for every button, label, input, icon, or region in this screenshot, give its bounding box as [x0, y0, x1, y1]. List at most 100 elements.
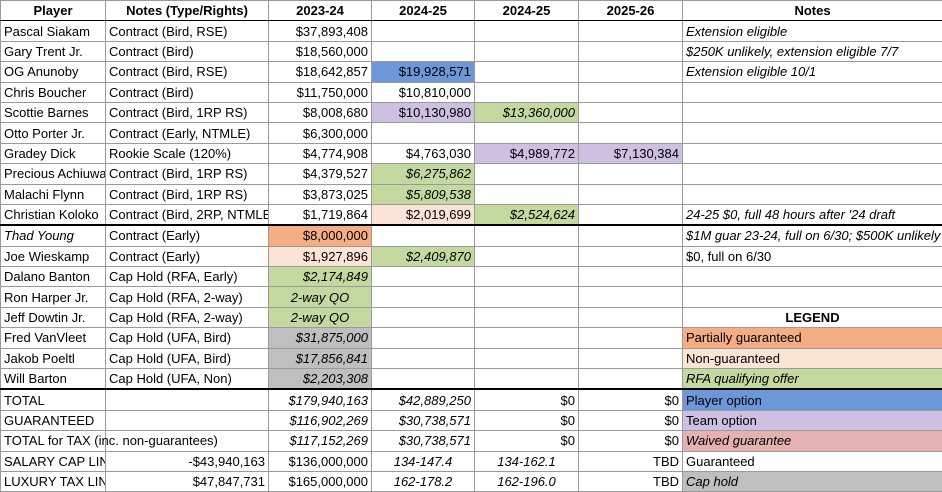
table-cell: $0, full on 6/30 — [682, 245, 942, 268]
table-row: LUXURY TAX LINE $47,847,731 $165,000,000 16… — [0, 470, 942, 492]
table-row: Gradey Dick Rookie Scale (120%) $4,774,908… — [0, 142, 942, 165]
table-cell — [578, 245, 683, 268]
table-cell — [682, 183, 942, 205]
header-cell: Notes (Type/Rights) — [105, 0, 269, 22]
table-cell: Cap Hold (RFA, Early) — [105, 266, 269, 288]
table-cell: $8,000,000 — [268, 224, 372, 247]
header-cell: 2024-25 — [474, 0, 579, 22]
table-cell: $1,719,864 — [268, 203, 372, 227]
table-cell: Gradey Dick — [0, 142, 106, 165]
table-cell: 134-162.1 — [474, 450, 579, 472]
header-cell: 2025-26 — [578, 0, 683, 22]
table-cell: $30,738,571 — [371, 409, 475, 432]
table-cell — [578, 327, 683, 349]
table-cell: $0 — [578, 388, 683, 411]
table-cell: Pascal Siakam — [0, 20, 106, 42]
table-cell: $7,130,384 — [578, 142, 683, 165]
table-cell: Team option — [682, 409, 942, 432]
table-cell: $5,809,538 — [371, 183, 475, 205]
table-cell — [682, 163, 942, 185]
table-cell: $13,360,000 — [474, 101, 579, 124]
table-cell: Contract (Bird, 1RP RS) — [105, 101, 269, 124]
table-row: Gary Trent Jr. Contract (Bird) $18,560,000… — [0, 40, 942, 63]
table-cell: $165,000,000 — [268, 470, 372, 492]
table-cell: LUXURY TAX LINE — [0, 470, 106, 492]
table-cell: Ron Harper Jr. — [0, 286, 106, 308]
header-cell: Notes — [682, 0, 942, 22]
table-cell: Cap Hold (RFA, 2-way) — [105, 306, 269, 329]
table-cell: $2,203,308 — [268, 368, 372, 391]
table-cell: $10,810,000 — [371, 81, 475, 103]
table-row: GUARANTEED $116,902,269 $30,738,571 $0 $0 Tea… — [0, 409, 942, 432]
table-cell: Contract (Bird, 1RP RS) — [105, 183, 269, 205]
table-cell — [682, 122, 942, 144]
table-cell: $1M guar 23-24, full on 6/30; $500K unli… — [682, 224, 942, 247]
table-row: TOTAL for TAX (inc. non-guarantees) $117,… — [0, 430, 942, 452]
table-cell: Non-guaranteed — [682, 347, 942, 370]
table-row: Otto Porter Jr. Contract (Early, NTMLE) $6… — [0, 122, 942, 144]
table-cell: $4,989,772 — [474, 142, 579, 165]
table-row: OG Anunoby Contract (Bird, RSE) $18,642,85… — [0, 61, 942, 83]
table-cell: $2,174,849 — [268, 266, 372, 288]
table-cell: Chris Boucher — [0, 81, 106, 103]
table-cell — [578, 224, 683, 247]
table-cell: $3,873,025 — [268, 183, 372, 205]
table-cell — [371, 224, 475, 247]
table-cell: Precious Achiuwa — [0, 163, 106, 185]
table-cell: $0 — [474, 409, 579, 432]
table-cell: $0 — [474, 388, 579, 411]
table-row: Christian Koloko Contract (Bird, 2RP, NTM… — [0, 203, 942, 227]
table-cell: Will Barton — [0, 368, 106, 391]
table-cell: $30,738,571 — [371, 430, 475, 452]
table-cell: TOTAL for TAX (inc. non-guarantees) — [0, 430, 218, 452]
table-cell — [578, 40, 683, 63]
table-cell — [474, 61, 579, 83]
table-cell: $4,379,527 — [268, 163, 372, 185]
table-cell — [474, 306, 579, 329]
table-cell: Rookie Scale (120%) — [105, 142, 269, 165]
header-row: Player Notes (Type/Rights) 2023-24 2024-25 2… — [0, 0, 942, 22]
table-row: Precious Achiuwa Contract (Bird, 1RP RS) $… — [0, 163, 942, 185]
table-cell: $136,000,000 — [268, 450, 372, 472]
table-row: Jakob Poeltl Cap Hold (UFA, Bird) $17,856,… — [0, 347, 942, 370]
table-cell — [474, 368, 579, 391]
table-cell: Otto Porter Jr. — [0, 122, 106, 144]
header-cell: Player — [0, 0, 106, 22]
table-cell: Gary Trent Jr. — [0, 40, 106, 63]
table-cell: LEGEND — [682, 306, 942, 329]
table-cell: $18,560,000 — [268, 40, 372, 63]
table-cell — [371, 347, 475, 370]
table-cell — [371, 286, 475, 308]
table-cell: TOTAL — [0, 388, 106, 411]
table-cell — [371, 306, 475, 329]
table-row: Malachi Flynn Contract (Bird, 1RP RS) $3,8… — [0, 183, 942, 205]
table-cell — [578, 183, 683, 205]
table-cell: $6,300,000 — [268, 122, 372, 144]
table-row: Scottie Barnes Contract (Bird, 1RP RS) $8,… — [0, 101, 942, 124]
table-cell: $31,875,000 — [268, 327, 372, 349]
table-cell — [474, 286, 579, 308]
table-cell: Player option — [682, 388, 942, 411]
table-cell: $179,940,163 — [268, 388, 372, 411]
table-cell: Contract (Bird, RSE) — [105, 61, 269, 83]
table-cell — [578, 203, 683, 227]
table-cell — [578, 61, 683, 83]
table-cell: $6,275,862 — [371, 163, 475, 185]
table-cell — [371, 40, 475, 63]
table-cell: Contract (Bird, RSE) — [105, 20, 269, 42]
table-cell: GUARANTEED — [0, 409, 106, 432]
table-cell: Contract (Bird, 2RP, NTMLE) — [105, 203, 269, 227]
table-cell: $117,152,269 — [268, 430, 372, 452]
table-row: Fred VanVleet Cap Hold (UFA, Bird) $31,875… — [0, 327, 942, 349]
table-cell: $4,763,030 — [371, 142, 475, 165]
table-cell: $17,856,841 — [268, 347, 372, 370]
table-cell: SALARY CAP LINE — [0, 450, 106, 472]
table-cell: $2,409,870 — [371, 245, 475, 268]
table-cell — [474, 183, 579, 205]
table-cell — [578, 266, 683, 288]
table-cell: Extension eligible — [682, 20, 942, 42]
table-cell — [371, 122, 475, 144]
table-cell: 162-178.2 — [371, 470, 475, 492]
table-cell: Contract (Bird) — [105, 81, 269, 103]
table-cell: 134-147.4 — [371, 450, 475, 472]
